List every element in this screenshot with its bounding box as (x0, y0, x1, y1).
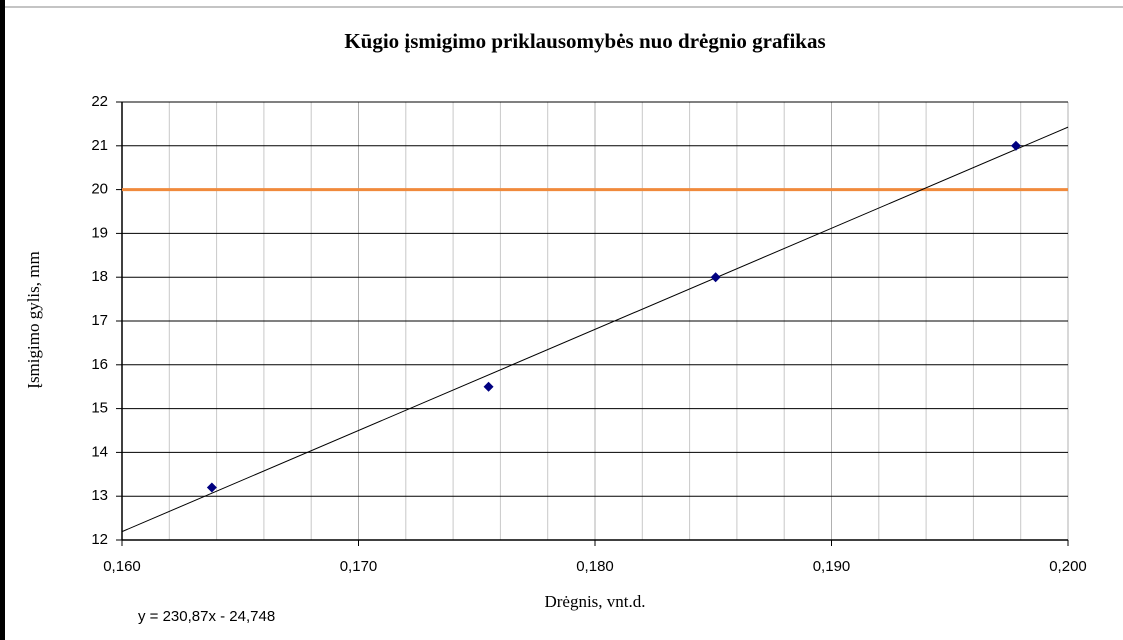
x-axis-label: Drėgnis, vnt.d. (544, 592, 645, 611)
data-point (206, 482, 217, 493)
y-tick-label: 16 (91, 356, 108, 373)
y-tick-label: 15 (91, 400, 108, 417)
data-point (1010, 140, 1021, 151)
data-point (710, 272, 721, 283)
y-tick-label: 19 (91, 224, 108, 241)
x-tick-label: 0,170 (340, 558, 378, 575)
x-tick-label: 0,160 (103, 558, 141, 575)
data-point (483, 381, 494, 392)
y-tick-label: 21 (91, 137, 108, 154)
y-tick-label: 14 (91, 443, 108, 460)
trendline-equation: y = 230,87x - 24,748 (138, 608, 275, 625)
trendline (121, 126, 1069, 533)
y-tick-label: 20 (91, 181, 108, 198)
x-tick-label: 0,200 (1049, 558, 1087, 575)
frame-left (0, 0, 5, 640)
x-tick-label: 0,180 (576, 558, 614, 575)
y-tick-label: 13 (91, 487, 108, 504)
x-tick-label: 0,190 (813, 558, 851, 575)
y-axis-label: Įsmigimo gylis, mm (24, 251, 43, 388)
y-tick-label: 18 (91, 268, 108, 285)
y-tick-label: 22 (91, 93, 108, 110)
y-tick-label: 12 (91, 531, 108, 548)
y-tick-label: 17 (91, 312, 108, 329)
chart-title: Kūgio įsmigimo priklausomybės nuo drėgni… (344, 29, 825, 53)
